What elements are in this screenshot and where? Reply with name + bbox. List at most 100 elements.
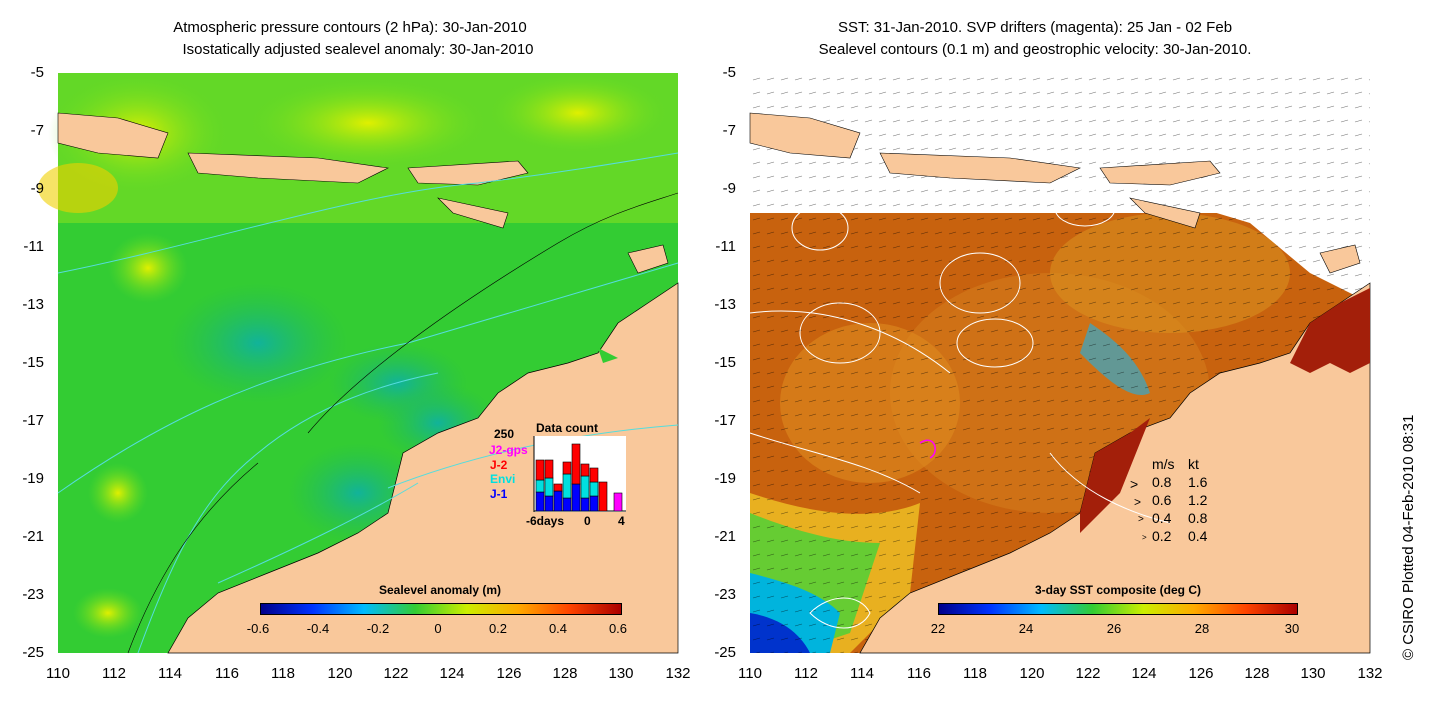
left-xtick: 114 <box>158 665 182 682</box>
right-ytick: -17 <box>714 412 736 429</box>
inset-xtick: 4 <box>618 514 625 528</box>
left-xtick: 112 <box>102 665 126 682</box>
vel-row-ms: 0.4 <box>1152 510 1172 526</box>
inset-bars <box>533 436 626 512</box>
left-ytick: -21 <box>22 528 44 545</box>
inset-bar <box>544 495 554 512</box>
inset-ymax: 250 <box>494 427 515 441</box>
right-cb-tick: 30 <box>1284 621 1300 636</box>
inset-bar <box>580 497 590 512</box>
inset-bar <box>589 495 599 512</box>
inset-bar <box>580 463 590 477</box>
inset-title: Data count <box>536 421 599 435</box>
vel-row-kt: 1.2 <box>1188 492 1208 508</box>
right-ytick: -11 <box>715 238 736 255</box>
left-ytick: -19 <box>22 470 44 487</box>
inset-bar <box>571 443 581 485</box>
right-ytick: -7 <box>722 122 736 139</box>
right-ytick: -13 <box>714 296 736 313</box>
right-ytick: -23 <box>714 586 736 603</box>
vel-row-kt: 0.4 <box>1188 528 1208 544</box>
left-xtick: 118 <box>271 665 295 682</box>
right-xtick: 130 <box>1300 665 1326 682</box>
right-xtick: 110 <box>738 665 762 682</box>
left-colorbar <box>260 603 622 615</box>
inset-bar <box>580 475 590 499</box>
right-cb-tick: 26 <box>1106 621 1122 636</box>
right-cb-tick: 28 <box>1194 621 1210 636</box>
vel-row-kt: 1.6 <box>1188 474 1208 490</box>
inset-bar <box>571 483 581 512</box>
right-xtick: 116 <box>907 665 931 682</box>
right-map <box>749 73 1371 654</box>
vel-row-ms: 0.8 <box>1152 474 1172 490</box>
left-xtick: 120 <box>327 665 353 682</box>
right-xtick: 112 <box>794 665 818 682</box>
inset-bar <box>553 483 563 492</box>
right-ytick: -9 <box>722 180 736 197</box>
inset-bar <box>553 490 563 512</box>
right-ytick: -15 <box>714 354 736 371</box>
vel-row-ms: 0.6 <box>1152 492 1172 508</box>
right-panel: SST: 31-Jan-2010. SVP drifters (magenta)… <box>700 0 1440 720</box>
inset-bar <box>544 477 554 497</box>
inset-bar <box>544 459 554 479</box>
inset-xtick: 0 <box>584 514 591 528</box>
right-xtick: 132 <box>1357 665 1383 682</box>
inset-bar <box>589 481 599 497</box>
inset-bar <box>613 492 623 512</box>
left-panel: Atmospheric pressure contours (2 hPa): 3… <box>0 0 700 720</box>
inset-bar <box>535 459 545 481</box>
right-xtick: 126 <box>1188 665 1214 682</box>
right-ytick: -21 <box>714 528 736 545</box>
left-xtick: 130 <box>608 665 634 682</box>
right-xtick: 114 <box>850 665 874 682</box>
right-xtick: 118 <box>963 665 987 682</box>
inset-bar <box>562 473 572 499</box>
right-ytick: -19 <box>714 470 736 487</box>
left-xtick: 116 <box>215 665 239 682</box>
right-title-line1: SST: 31-Jan-2010. SVP drifters (magenta)… <box>837 19 1233 36</box>
credit-text: © CSIRO Plotted 04-Feb-2010 08:31 <box>1400 414 1417 660</box>
right-xtick: 124 <box>1131 665 1157 682</box>
left-cb-tick: 0.4 <box>548 621 568 636</box>
inset-bar <box>589 467 599 483</box>
left-xtick: 132 <box>665 665 691 682</box>
left-cb-tick: 0.6 <box>608 621 628 636</box>
right-title-line2: Sealevel contours (0.1 m) and geostrophi… <box>818 41 1252 58</box>
vel-arrow-icon: > <box>1130 476 1139 492</box>
inset-series-j2gps: J2-gps <box>489 443 528 457</box>
left-ytick: -25 <box>22 644 44 661</box>
left-colorbar-label: Sealevel anomaly (m) <box>378 583 502 597</box>
left-ytick: -15 <box>22 354 44 371</box>
left-cb-tick: -0.6 <box>246 621 270 636</box>
vel-arrow-icon: > <box>1142 533 1147 542</box>
left-ytick: -9 <box>30 180 44 197</box>
inset-bar <box>535 479 545 493</box>
left-ytick: -5 <box>30 64 44 81</box>
right-colorbar <box>938 603 1298 615</box>
left-title-line1: Atmospheric pressure contours (2 hPa): 3… <box>173 19 527 36</box>
left-cb-tick: -0.2 <box>366 621 390 636</box>
vel-row-ms: 0.2 <box>1152 528 1172 544</box>
vel-row-kt: 0.8 <box>1188 510 1208 526</box>
left-xtick: 128 <box>552 665 578 682</box>
left-cb-tick: 0 <box>434 621 442 636</box>
inset-bar <box>598 481 608 512</box>
right-cb-tick: 24 <box>1018 621 1034 636</box>
inset-xtick: -6days <box>526 514 565 528</box>
left-ytick: -11 <box>23 238 44 255</box>
inset-bar <box>562 497 572 512</box>
inset-series-j2: J-2 <box>490 458 508 472</box>
right-ytick: -5 <box>722 64 736 81</box>
right-ytick: -25 <box>714 644 736 661</box>
vel-arrow-icon: > <box>1138 514 1144 525</box>
vel-header-kt: kt <box>1188 456 1199 472</box>
vel-arrow-icon: > <box>1134 495 1142 509</box>
left-ytick: -7 <box>30 122 44 139</box>
inset-bar <box>562 461 572 475</box>
right-xtick: 120 <box>1019 665 1045 682</box>
right-colorbar-label: 3-day SST composite (deg C) <box>1034 583 1202 597</box>
right-xtick: 128 <box>1244 665 1270 682</box>
left-ytick: -23 <box>22 586 44 603</box>
